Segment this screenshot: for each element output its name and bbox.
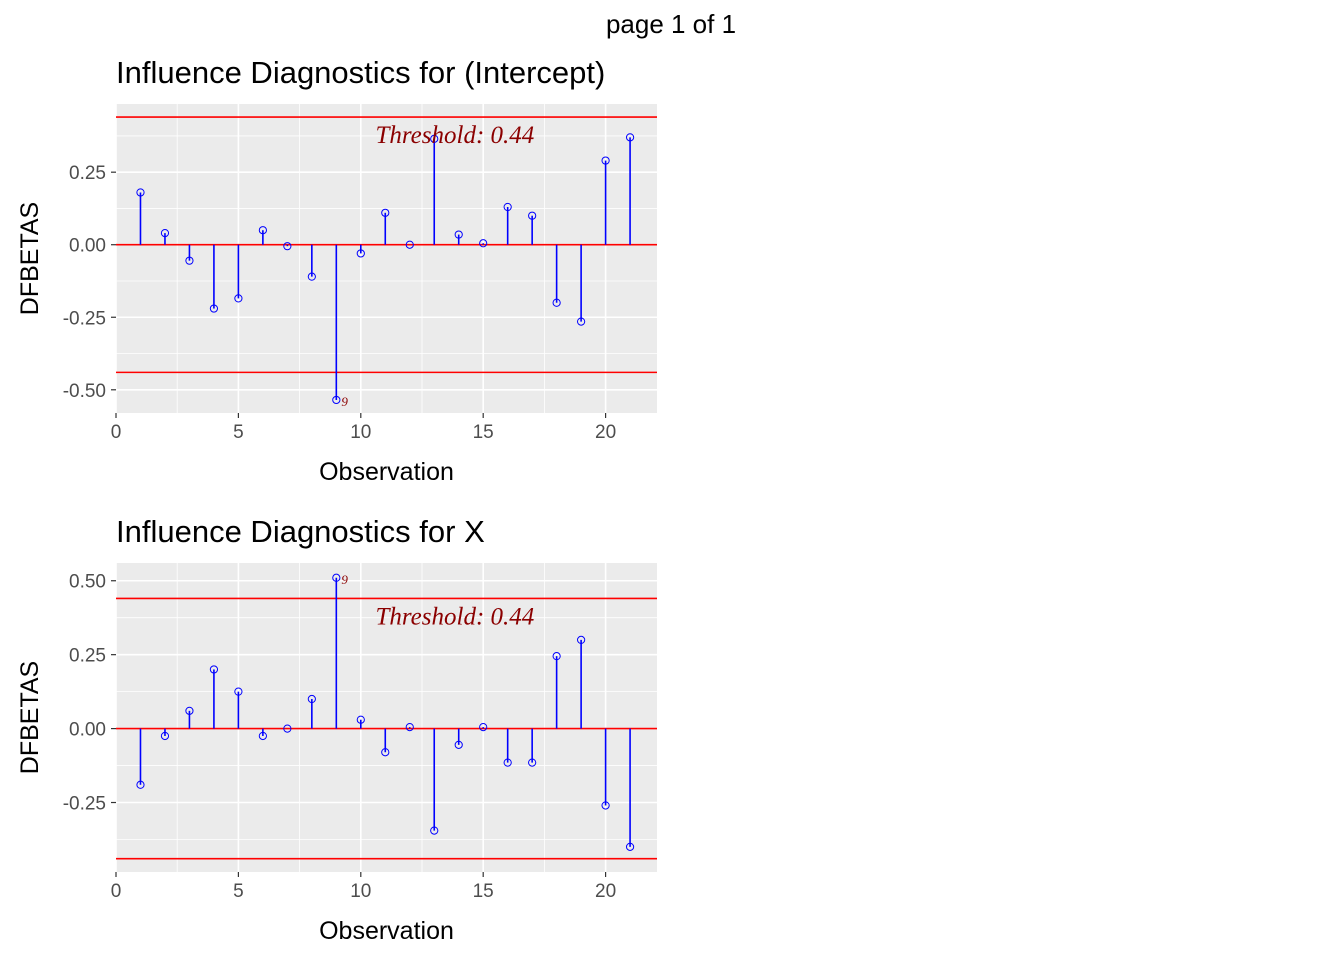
y-axis-label: DFBETAS <box>16 202 44 315</box>
point-18 <box>552 652 561 661</box>
y-tick-label: 0.00 <box>69 720 106 741</box>
point-9 <box>332 573 341 582</box>
point-12 <box>405 240 414 249</box>
point-5 <box>234 294 243 303</box>
point-label-9: 9 <box>341 572 348 587</box>
point-10 <box>356 249 365 258</box>
point-4 <box>209 304 219 313</box>
point-18 <box>552 298 561 307</box>
point-13 <box>430 134 439 143</box>
chart-title: Influence Diagnostics for (Intercept) <box>116 55 605 90</box>
point-16 <box>503 758 512 767</box>
y-tick-label: 0.25 <box>69 646 106 667</box>
point-11 <box>381 208 390 217</box>
plot-panel <box>116 563 657 872</box>
point-21 <box>625 842 635 851</box>
x-tick-label: 10 <box>350 881 371 902</box>
point-label-9: 9 <box>341 394 348 409</box>
chart-x: 9 Threshold: 0.44 0 5 10 15 20 -0.25 0.00 0.25 0.5… <box>16 514 657 945</box>
y-axis-label: DFBETAS <box>16 661 44 774</box>
x-tick-label: 0 <box>111 881 122 902</box>
point-19 <box>577 317 586 326</box>
threshold-label: Threshold: 0.44 <box>375 603 534 630</box>
point-9 <box>332 395 341 405</box>
y-tick-label: -0.25 <box>63 308 106 329</box>
point-15 <box>479 239 488 248</box>
point-2 <box>160 229 170 238</box>
x-tick-label: 15 <box>473 422 494 443</box>
point-8 <box>307 694 316 704</box>
x-tick-label: 5 <box>233 881 244 902</box>
x-tick-label: 0 <box>111 422 122 443</box>
y-tick-label: -0.50 <box>63 381 106 402</box>
point-20 <box>601 801 610 810</box>
y-tick-label: 0.25 <box>69 163 106 184</box>
point-19 <box>577 635 586 644</box>
x-tick-label: 20 <box>595 422 616 443</box>
point-6 <box>258 731 267 741</box>
point-5 <box>234 687 243 696</box>
point-3 <box>185 706 194 715</box>
threshold-label: Threshold: 0.44 <box>375 122 534 149</box>
point-3 <box>185 256 194 265</box>
plot-panel <box>116 104 657 413</box>
point-7 <box>283 724 292 733</box>
x-tick-label: 15 <box>473 881 494 902</box>
point-15 <box>479 723 488 732</box>
x-tick-label: 20 <box>595 881 616 902</box>
y-tick-label: 0.00 <box>69 236 106 257</box>
point-16 <box>503 202 512 212</box>
x-tick-label: 5 <box>233 422 244 443</box>
point-17 <box>528 211 537 220</box>
point-14 <box>454 740 463 749</box>
y-tick-label: -0.25 <box>63 794 106 815</box>
point-2 <box>160 731 170 741</box>
page-label: page 1 of 1 <box>606 9 736 39</box>
point-20 <box>601 156 610 165</box>
x-axis-label: Observation <box>319 917 454 945</box>
point-17 <box>528 758 537 767</box>
chart-title: Influence Diagnostics for X <box>116 514 485 549</box>
point-12 <box>405 723 414 732</box>
chart-intercept: 9 Threshold: 0.44 0 5 10 15 20 -0.50 -0.25 0.00 0.… <box>16 55 657 486</box>
point-11 <box>381 748 390 757</box>
point-1 <box>136 780 145 789</box>
point-13 <box>430 826 439 835</box>
point-10 <box>356 715 365 724</box>
y-tick-label: 0.50 <box>69 572 106 593</box>
point-14 <box>454 230 463 239</box>
point-6 <box>258 226 267 235</box>
point-21 <box>625 133 635 142</box>
x-tick-label: 10 <box>350 422 371 443</box>
point-1 <box>136 188 145 197</box>
x-axis-label: Observation <box>319 458 454 486</box>
point-4 <box>209 665 219 674</box>
point-8 <box>307 272 316 281</box>
point-7 <box>283 242 292 251</box>
